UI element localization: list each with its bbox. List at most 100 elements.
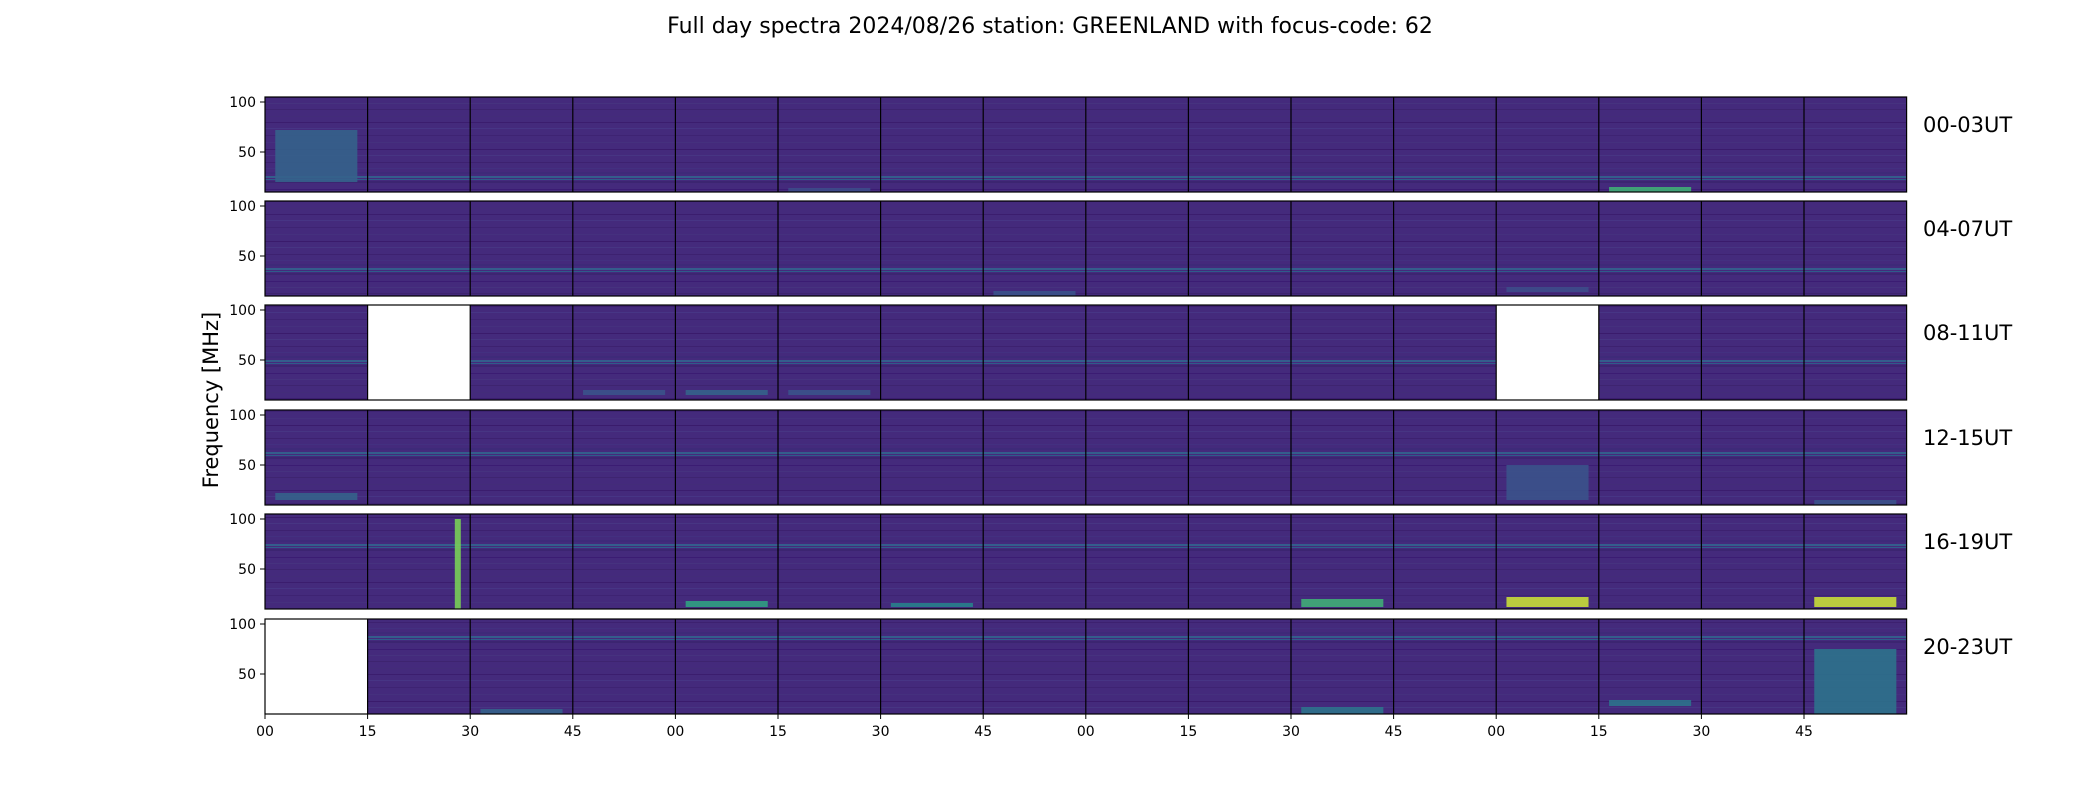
spectrum-panel	[675, 514, 778, 609]
spectra-row: 100 50 04-07UT	[229, 199, 2012, 297]
spectrum-panel	[1188, 410, 1291, 505]
spectrum-panel	[367, 619, 471, 714]
y-tick-label: 50	[238, 353, 256, 369]
x-tick-label: 30	[872, 724, 890, 740]
y-tick-label: 100	[229, 617, 256, 633]
x-tick-label: 30	[461, 724, 479, 740]
spectrum-panel	[1496, 514, 1599, 609]
spectrum-panel	[675, 305, 778, 400]
spectrum-panel	[778, 619, 881, 714]
x-tick-label: 30	[1692, 724, 1710, 740]
x-tick-label: 30	[1282, 724, 1300, 740]
spectrum-panel	[367, 514, 471, 609]
row-frame	[264, 513, 1908, 610]
burst-mark	[788, 390, 871, 395]
spectrum-panel	[367, 410, 471, 505]
spectrum-panel	[675, 97, 778, 192]
spectrum-panel	[367, 97, 471, 192]
x-tick-label: 00	[256, 724, 274, 740]
spectrum-panel	[367, 201, 471, 296]
row-time-label: 20-23UT	[1923, 635, 2012, 659]
spectrum-panel	[470, 514, 573, 609]
spectrum-panel	[778, 410, 881, 505]
spectrum-panel	[1188, 305, 1291, 400]
spectrum-panel	[675, 410, 778, 505]
spectrum-panel	[470, 97, 573, 192]
burst-mark	[890, 603, 973, 607]
row-frame	[264, 96, 1908, 193]
spectrum-panel	[572, 410, 676, 505]
spectrum-panel	[265, 201, 368, 296]
y-tick-label: 100	[229, 512, 256, 528]
spectrum-panel	[1701, 97, 1804, 192]
spectrum-panel	[265, 514, 368, 609]
burst-mark	[1814, 500, 1897, 505]
x-tick-label: 15	[769, 724, 787, 740]
spectrum-panel	[880, 619, 984, 714]
spectrum-panel	[1701, 410, 1804, 505]
y-tick-label: 50	[238, 249, 256, 265]
spectrum-panel	[983, 305, 1086, 400]
spectrum-panel	[470, 305, 573, 400]
spectrum-panel	[470, 201, 573, 296]
y-tick-label: 50	[238, 458, 256, 474]
spectrum-panel	[778, 514, 881, 609]
row-frame	[264, 200, 1908, 297]
spectrum-panel	[572, 97, 676, 192]
spectrum-panel	[1701, 201, 1804, 296]
row-frame	[264, 409, 1908, 506]
spectrum-panel	[880, 97, 984, 192]
spectrum-panel	[880, 410, 984, 505]
spectrum-panel	[778, 305, 881, 400]
spectra-rows: 100 50 00-03UT 100 50 04-07UT 100 50 08-11UT 100 5…	[229, 95, 2012, 715]
burst-mark	[1301, 707, 1384, 714]
spectrum-panel	[1496, 619, 1599, 714]
x-tick-label: 00	[1487, 724, 1505, 740]
spectrum-panel	[1291, 619, 1394, 714]
spectrum-panel	[778, 97, 881, 192]
spectra-row: 100 50 16-19UT	[229, 512, 2012, 610]
spectrum-panel	[1393, 305, 1497, 400]
spectra-row: 100 50 00-03UT	[229, 95, 2012, 193]
spectra-row: 100 50 20-23UT	[229, 617, 2012, 715]
spectrum-panel	[1598, 97, 1702, 192]
y-tick-label: 50	[238, 667, 256, 683]
spectrum-panel	[1291, 97, 1394, 192]
burst-mark	[685, 390, 768, 395]
spectrum-panel	[1701, 514, 1804, 609]
spectrum-panel	[1393, 97, 1497, 192]
row-time-label: 12-15UT	[1923, 426, 2012, 450]
chart-title: Full day spectra 2024/08/26 station: GRE…	[667, 14, 1433, 39]
spectrum-panel	[983, 201, 1086, 296]
burst-mark	[1506, 465, 1589, 500]
spectrum-panel	[983, 619, 1086, 714]
burst-mark	[454, 519, 461, 609]
x-tick-label: 45	[1795, 724, 1813, 740]
y-tick-label: 100	[229, 408, 256, 424]
spectrum-panel	[880, 514, 984, 609]
spectrum-panel	[1393, 410, 1497, 505]
spectrum-panel	[1598, 201, 1702, 296]
x-tick-label: 00	[1077, 724, 1095, 740]
spectrum-panel	[1188, 97, 1291, 192]
spectrum-panel	[1598, 619, 1702, 714]
spectrum-panel	[1085, 619, 1189, 714]
burst-mark	[275, 130, 358, 182]
spectrum-panel	[1804, 410, 1907, 505]
spectrum-panel	[1291, 305, 1394, 400]
x-axis-ticks: 00 15 30 45 00 15 30 45 00 15 30 45 00 15 30 45	[256, 714, 1813, 740]
x-tick-label: 15	[1179, 724, 1197, 740]
spectrum-panel	[1598, 410, 1702, 505]
burst-mark	[1301, 599, 1384, 607]
x-tick-label: 15	[1590, 724, 1608, 740]
burst-mark	[1609, 187, 1692, 192]
y-tick-label: 50	[238, 145, 256, 161]
spectrum-panel	[1804, 514, 1907, 609]
spectrum-panel	[880, 201, 984, 296]
spectrum-panel	[675, 619, 778, 714]
x-tick-label: 45	[564, 724, 582, 740]
spectrum-panel	[572, 305, 676, 400]
burst-mark	[1506, 597, 1589, 607]
burst-mark	[1814, 649, 1897, 714]
burst-mark	[480, 709, 563, 714]
